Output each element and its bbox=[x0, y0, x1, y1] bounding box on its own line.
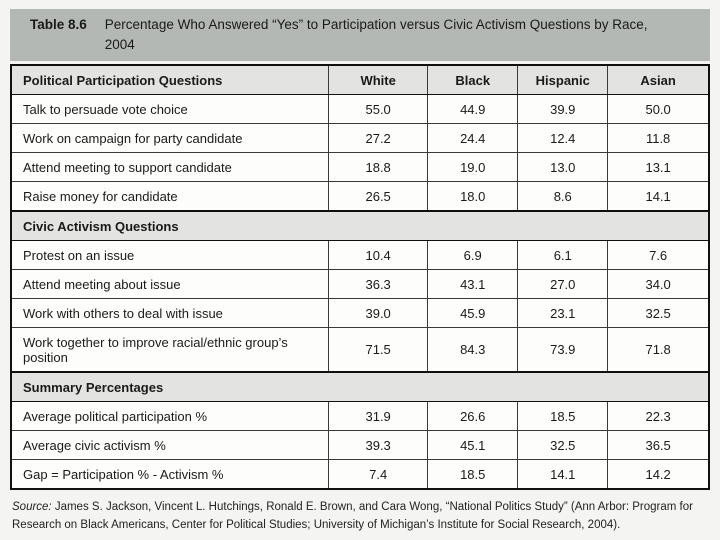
value-cell: 12.4 bbox=[517, 123, 609, 154]
value-cell: 13.1 bbox=[607, 152, 710, 183]
value-cell: 18.5 bbox=[517, 401, 609, 432]
row-label: Raise money for candidate bbox=[10, 181, 330, 212]
value-cell: 71.5 bbox=[328, 327, 429, 373]
value-cell: 39.3 bbox=[328, 430, 429, 461]
value-cell: 39.9 bbox=[517, 94, 609, 125]
value-cell: 73.9 bbox=[517, 327, 609, 373]
value-cell: 36.5 bbox=[607, 430, 710, 461]
source-label: Source: bbox=[12, 501, 52, 514]
value-cell: 18.5 bbox=[427, 459, 519, 490]
value-cell: 14.2 bbox=[607, 459, 710, 490]
value-cell: 8.6 bbox=[517, 181, 609, 212]
value-cell: 14.1 bbox=[607, 181, 710, 212]
value-cell: 32.5 bbox=[607, 298, 710, 329]
value-cell: 18.8 bbox=[328, 152, 429, 183]
value-cell: 44.9 bbox=[427, 94, 519, 125]
value-cell: 50.0 bbox=[607, 94, 710, 125]
value-cell: 26.6 bbox=[427, 401, 519, 432]
value-cell: 34.0 bbox=[607, 269, 710, 300]
table-title-bar: Table 8.6 Percentage Who Answered “Yes” … bbox=[10, 9, 710, 62]
value-cell: 26.5 bbox=[328, 181, 429, 212]
value-cell: 27.0 bbox=[517, 269, 609, 300]
table-row: Talk to persuade vote choice 55.0 44.9 39.9… bbox=[10, 94, 710, 125]
row-label: Protest on an issue bbox=[10, 240, 330, 271]
column-header-asian: Asian bbox=[607, 64, 710, 96]
table-row: Work together to improve racial/ethnic g… bbox=[10, 327, 710, 373]
column-header-white: White bbox=[328, 64, 429, 96]
table-row: Average civic activism % 39.3 45.1 32.5 36.5 bbox=[10, 430, 710, 461]
section-heading-row: Civic Activism Questions bbox=[10, 210, 710, 242]
value-cell: 18.0 bbox=[427, 181, 519, 212]
value-cell: 24.4 bbox=[427, 123, 519, 154]
row-label: Work on campaign for party candidate bbox=[10, 123, 330, 154]
value-cell: 36.3 bbox=[328, 269, 429, 300]
row-label: Work together to improve racial/ethnic g… bbox=[10, 327, 330, 373]
table-row: Work with others to deal with issue 39.0 4… bbox=[10, 298, 710, 329]
data-table: Political Participation Questions White … bbox=[10, 64, 710, 491]
value-cell: 55.0 bbox=[328, 94, 429, 125]
row-label: Talk to persuade vote choice bbox=[10, 94, 330, 125]
value-cell: 32.5 bbox=[517, 430, 609, 461]
header-row: Political Participation Questions White … bbox=[10, 64, 710, 96]
table-row: Protest on an issue 10.4 6.9 6.1 7.6 bbox=[10, 240, 710, 271]
row-label: Attend meeting about issue bbox=[10, 269, 330, 300]
section-heading: Civic Activism Questions bbox=[10, 210, 710, 242]
value-cell: 6.1 bbox=[517, 240, 609, 271]
value-cell: 11.8 bbox=[607, 123, 710, 154]
row-label: Average civic activism % bbox=[10, 430, 330, 461]
section-heading-row: Summary Percentages bbox=[10, 371, 710, 403]
value-cell: 7.4 bbox=[328, 459, 429, 490]
source-note: Source: James S. Jackson, Vincent L. Hut… bbox=[10, 499, 710, 535]
value-cell: 13.0 bbox=[517, 152, 609, 183]
value-cell: 45.1 bbox=[427, 430, 519, 461]
value-cell: 71.8 bbox=[607, 327, 710, 373]
value-cell: 6.9 bbox=[427, 240, 519, 271]
column-header-hispanic: Hispanic bbox=[517, 64, 609, 96]
table-row: Attend meeting about issue 36.3 43.1 27.0 34… bbox=[10, 269, 710, 300]
table-row: Work on campaign for party candidate 27.2… bbox=[10, 123, 710, 154]
source-text: James S. Jackson, Vincent L. Hutchings, … bbox=[12, 501, 693, 531]
table-row: Average political participation % 31.9 26.… bbox=[10, 401, 710, 432]
table-caption: Percentage Who Answered “Yes” to Partici… bbox=[104, 17, 648, 52]
value-cell: 43.1 bbox=[427, 269, 519, 300]
table-header: Political Participation Questions White … bbox=[10, 64, 710, 96]
value-cell: 10.4 bbox=[328, 240, 429, 271]
section-heading: Summary Percentages bbox=[10, 371, 710, 403]
row-label: Work with others to deal with issue bbox=[10, 298, 330, 329]
value-cell: 14.1 bbox=[517, 459, 609, 490]
value-cell: 19.0 bbox=[427, 152, 519, 183]
value-cell: 22.3 bbox=[607, 401, 710, 432]
value-cell: 39.0 bbox=[328, 298, 429, 329]
row-label: Attend meeting to support candidate bbox=[10, 152, 330, 183]
value-cell: 7.6 bbox=[607, 240, 710, 271]
value-cell: 27.2 bbox=[328, 123, 429, 154]
table-row: Attend meeting to support candidate 18.8 1… bbox=[10, 152, 710, 183]
row-label: Average political participation % bbox=[10, 401, 330, 432]
row-label: Gap = Participation % - Activism % bbox=[10, 459, 330, 490]
table-body: Talk to persuade vote choice 55.0 44.9 39.9… bbox=[10, 94, 710, 490]
table-row: Raise money for candidate 26.5 18.0 8.6 14.1 bbox=[10, 181, 710, 212]
value-cell: 45.9 bbox=[427, 298, 519, 329]
value-cell: 23.1 bbox=[517, 298, 609, 329]
header-label-political-participation: Political Participation Questions bbox=[10, 64, 330, 96]
column-header-black: Black bbox=[427, 64, 519, 96]
table-number: Table 8.6 bbox=[30, 17, 87, 32]
value-cell: 84.3 bbox=[427, 327, 519, 373]
table-row: Gap = Participation % - Activism % 7.4 18.… bbox=[10, 459, 710, 490]
value-cell: 31.9 bbox=[328, 401, 429, 432]
